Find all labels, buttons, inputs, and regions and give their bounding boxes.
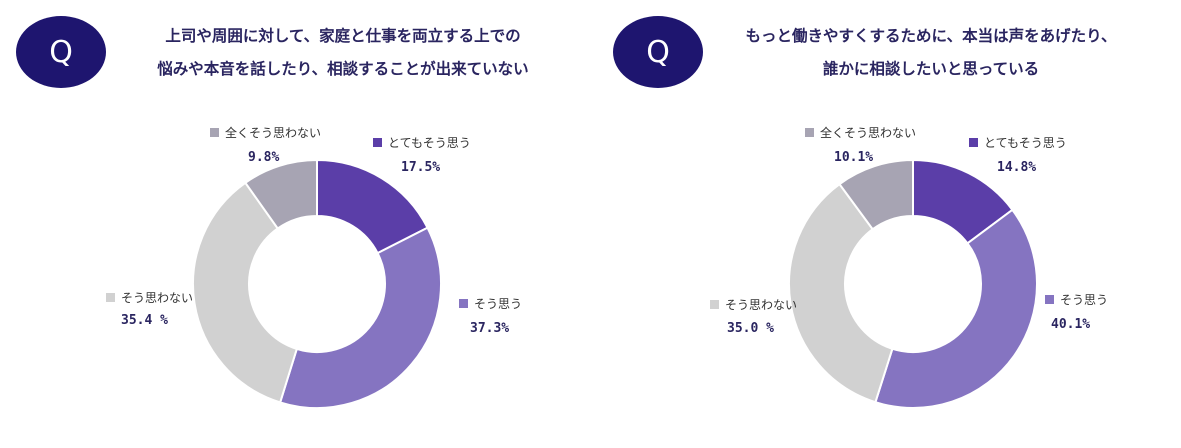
data-label-agree: 37.3% <box>470 321 510 336</box>
donut-slice-disagree <box>192 181 299 404</box>
question-text: もっと働きやすくするために、本当は声をあげたり、 誰かに相談したいと思っている <box>711 20 1151 86</box>
legend-label: そう思う <box>474 297 523 311</box>
legend-label: 全くそう思わない <box>225 126 322 140</box>
chart-panel-2: Q もっと働きやすくするために、本当は声をあげたり、 誰かに相談したいと思ってい… <box>591 0 1181 448</box>
donut-slice-strongly-disagree <box>243 158 318 230</box>
data-label-strongly-disagree: 10.1% <box>834 150 874 165</box>
question-line-1: もっと働きやすくするために、本当は声をあげたり、 <box>745 27 1117 45</box>
data-label-strongly-agree: 14.8% <box>997 160 1037 175</box>
donut-slice-disagree <box>788 182 894 404</box>
legend-swatch <box>210 128 219 137</box>
legend-label: 全くそう思わない <box>820 126 917 140</box>
question-badge-letter: Q <box>49 34 73 70</box>
legend-swatch <box>1045 295 1054 304</box>
donut-chart <box>192 158 442 409</box>
legend-strongly-agree: とてもそう思う <box>969 134 1067 151</box>
legend-strongly-disagree: 全くそう思わない <box>210 124 321 141</box>
question-line-1: 上司や周囲に対して、家庭と仕事を両立する上での <box>165 27 521 45</box>
donut-slice-agree <box>874 208 1038 409</box>
legend-label: とてもそう思う <box>984 136 1067 150</box>
question-line-2: 誰かに相談したいと思っている <box>822 60 1040 78</box>
question-badge: Q <box>613 16 703 88</box>
data-label-strongly-agree: 17.5% <box>401 160 441 175</box>
question-badge: Q <box>16 16 106 88</box>
data-label-agree: 40.1% <box>1051 317 1091 332</box>
legend-label: そう思わない <box>725 298 798 312</box>
legend-strongly-disagree: 全くそう思わない <box>805 124 916 141</box>
data-label-disagree: 35.4 % <box>121 313 168 328</box>
legend-label: そう思わない <box>121 291 194 305</box>
legend-agree: そう思う <box>459 295 522 312</box>
data-label-strongly-disagree: 9.8% <box>248 150 280 165</box>
legend-swatch <box>459 299 468 308</box>
chart-panel-1: Q 上司や周囲に対して、家庭と仕事を両立する上での 悩みや本音を話したり、相談す… <box>0 0 590 448</box>
data-label-disagree: 35.0 % <box>727 321 774 336</box>
legend-swatch <box>710 300 719 309</box>
legend-disagree: そう思わない <box>106 289 193 306</box>
legend-agree: そう思う <box>1045 291 1108 308</box>
legend-swatch <box>373 138 382 147</box>
legend-swatch <box>106 293 115 302</box>
legend-swatch <box>969 138 978 147</box>
question-line-2: 悩みや本音を話したり、相談することが出来ていない <box>157 60 529 78</box>
donut-slice-strongly-disagree <box>838 158 914 231</box>
donut-chart <box>788 158 1038 409</box>
question-badge-letter: Q <box>646 34 670 70</box>
legend-disagree: そう思わない <box>710 296 797 313</box>
donut-slice-agree <box>278 226 442 409</box>
legend-label: とてもそう思う <box>388 136 471 150</box>
legend-strongly-agree: とてもそう思う <box>373 134 471 151</box>
question-text: 上司や周囲に対して、家庭と仕事を両立する上での 悩みや本音を話したり、相談するこ… <box>118 20 568 86</box>
legend-label: そう思う <box>1060 293 1109 307</box>
legend-swatch <box>805 128 814 137</box>
